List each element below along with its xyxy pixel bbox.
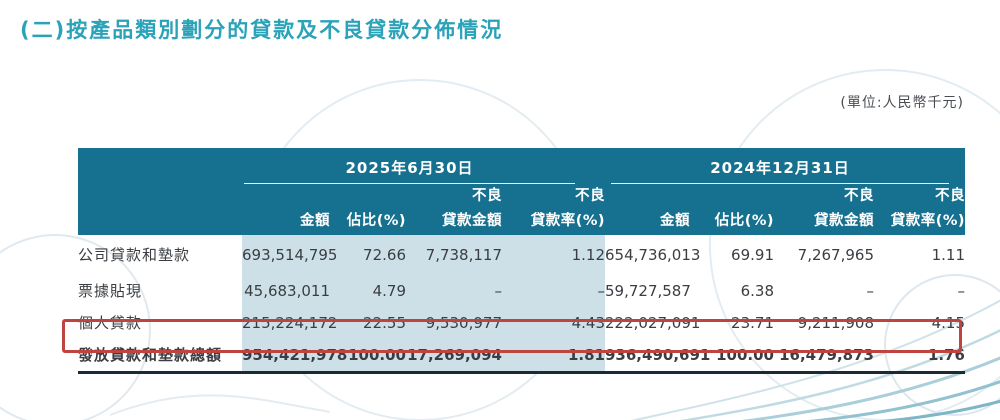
table-cell: 69.91	[731, 245, 774, 264]
loans-table-wrapper: 2025年6月30日 2024年12月31日 金額 佔比(%) 不良 貸款金額 …	[62, 148, 965, 374]
column-header-npl-ratio-2025: 不良 貸款率(%)	[502, 184, 605, 235]
date-header-2025: 2025年6月30日	[244, 148, 575, 184]
column-header-npl-amount-2025: 不良 貸款金額	[406, 184, 502, 235]
row-label: 票據貼現	[78, 282, 143, 301]
table-cell: 654,736,013	[605, 245, 701, 264]
table-cell: 7,738,117	[406, 234, 502, 275]
table-cell: 936,490,691	[605, 345, 711, 364]
table-cell: 1.76	[927, 345, 965, 364]
table-row: 票據貼現 45,683,011 4.79– –59,727,587 6.38– –	[78, 274, 966, 307]
table-cell: 59,727,587	[605, 281, 691, 300]
loans-table-body: 公司貸款和墊款 693,514,795 72.66 7,738,117 1.12 654,…	[78, 234, 966, 373]
table-cell: 4.79	[330, 274, 406, 307]
table-cell: 16,479,873	[779, 345, 874, 364]
table-cell: 9,530,977	[406, 306, 502, 339]
table-cell: 72.66	[330, 234, 406, 275]
column-group-2025: 2025年6月30日	[242, 148, 605, 184]
loans-table: 2025年6月30日 2024年12月31日 金額 佔比(%) 不良 貸款金額 …	[78, 148, 965, 374]
table-cell: 23.71	[731, 313, 774, 332]
column-header-npl-ratio-2024: 不良 貸款率(%)	[874, 184, 965, 235]
column-header-amount-2025: 金額	[242, 184, 330, 235]
column-group-2024: 2024年12月31日	[605, 148, 965, 184]
table-cell: 1.81	[502, 338, 605, 373]
page-title: (二)按產品類別劃分的貸款及不良貸款分佈情況	[20, 18, 504, 42]
table-cell: –	[502, 274, 605, 307]
header-corner-cell	[78, 148, 242, 235]
table-cell: 1.11	[931, 245, 965, 264]
table-row: 個人貸款 215,224,172 22.55 9,530,977 4.43 222,027…	[78, 306, 965, 339]
table-cell: –	[866, 281, 875, 300]
table-row: 發放貸款和墊款總額 954,421,978 100.00 17,269,094 1.81…	[78, 338, 965, 373]
column-header-share-2025: 佔比(%)	[330, 184, 406, 235]
table-cell: 693,514,795	[242, 234, 337, 275]
table-cell: –	[957, 281, 966, 300]
table-cell: –	[406, 274, 502, 307]
table-cell: 954,421,978	[242, 338, 347, 373]
table-cell: 4.43	[502, 306, 605, 339]
unit-note: (單位:人民幣千元)	[840, 95, 964, 111]
table-cell: 22.55	[330, 306, 406, 339]
table-cell: 6.38	[740, 281, 774, 300]
column-header-amount-2024: 金額	[605, 184, 690, 235]
table-cell: 4.15	[931, 313, 965, 332]
table-cell: 45,683,011	[242, 274, 330, 307]
column-header-npl-amount-2024: 不良 貸款金額	[774, 184, 874, 235]
table-row: 公司貸款和墊款 693,514,795 72.66 7,738,117 1.12 654,…	[78, 234, 965, 275]
table-cell: 1.12	[502, 234, 605, 275]
table-cell: 7,267,965	[797, 245, 874, 264]
table-cell: 9,211,908	[797, 313, 874, 332]
date-header-2024: 2024年12月31日	[611, 148, 949, 184]
table-cell: 215,224,172	[242, 306, 337, 339]
row-label: 公司貸款和墊款	[78, 246, 191, 265]
table-cell: 17,269,094	[406, 338, 502, 373]
row-label: 發放貸款和墊款總額	[78, 346, 223, 365]
column-header-share-2024: 佔比(%)	[690, 184, 774, 235]
row-label: 個人貸款	[78, 314, 143, 333]
table-cell: 222,027,091	[605, 313, 701, 332]
